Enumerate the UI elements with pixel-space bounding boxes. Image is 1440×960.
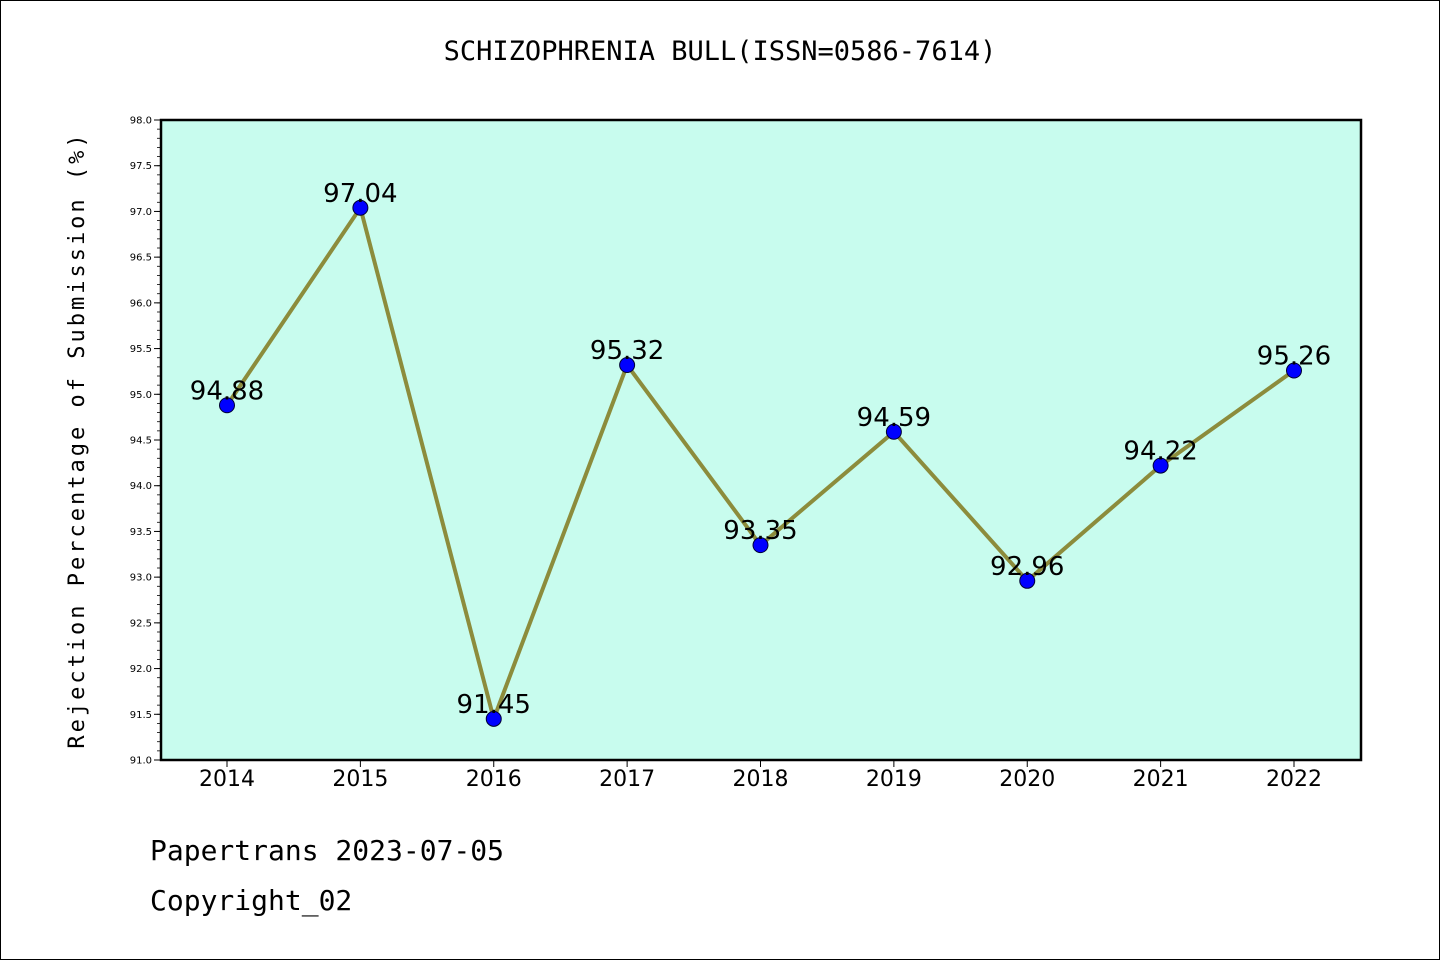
y-tick-label: 97.0 [130, 207, 152, 218]
data-point [1019, 572, 1036, 589]
plot-area [161, 120, 1361, 760]
plot-border [159, 118, 1363, 762]
footer-date: Papertrans 2023-07-05 [150, 834, 505, 867]
data-label: 91.45 [457, 690, 531, 720]
x-tick-label: 2020 [999, 767, 1055, 792]
y-tick-label: 96.5 [130, 253, 152, 264]
x-tick-label: 2019 [866, 767, 922, 792]
y-tick-label: 94.5 [130, 436, 152, 447]
data-point [352, 199, 369, 216]
data-point [1286, 362, 1302, 379]
data-point [1152, 457, 1169, 474]
y-tick-label: 95.5 [130, 344, 152, 355]
y-tick-label: 98.0 [130, 116, 152, 127]
x-tick-label: 2014 [199, 767, 255, 792]
data-label: 94.88 [190, 376, 264, 406]
data-label: 94.59 [857, 403, 931, 433]
y-tick-label: 97.5 [130, 161, 152, 172]
y-tick-label: 95.0 [130, 390, 152, 401]
y-tick-label: 94.0 [130, 481, 152, 492]
data-point [752, 537, 769, 554]
data-label: 97.04 [323, 179, 397, 209]
y-axis-label: Rejection Percentage of Submission (%) [65, 131, 90, 748]
y-tick-label: 96.0 [130, 298, 152, 309]
chart-title: SCHIZOPHRENIA BULL(ISSN=0586-7614) [443, 36, 997, 67]
x-tick-label: 2015 [332, 767, 388, 792]
data-point [619, 357, 636, 374]
data-label: 93.35 [723, 516, 797, 546]
x-tick-label: 2018 [733, 767, 789, 792]
y-tick-label: 93.5 [130, 527, 152, 538]
y-tick-label: 93.0 [130, 573, 152, 584]
data-label: 92.96 [990, 552, 1064, 582]
y-tick-label: 92.0 [130, 664, 152, 675]
y-tick-label: 92.5 [130, 618, 152, 629]
x-tick-label: 2021 [1133, 767, 1189, 792]
x-axis: 2014 2015 2016 2017 2018 2019 2020 2021 2022 [199, 760, 1322, 792]
x-tick-label: 2016 [466, 767, 522, 792]
data-point [885, 423, 902, 440]
y-axis: 91.0 91.5 92.0 92.5 93.0 93.5 94.0 94.5 95.0 95.5… [130, 116, 161, 767]
data-point [485, 710, 502, 727]
series-layer: 94.88 97.04 91.45 95.32 93.35 94.59 92.96 94.22… [190, 179, 1331, 727]
x-tick-label: 2022 [1266, 767, 1322, 792]
y-tick-label: 91.5 [130, 710, 152, 721]
data-point [219, 397, 235, 414]
x-tick-label: 2017 [599, 767, 655, 792]
footer-copyright: Copyright_02 [150, 884, 353, 917]
data-label: 95.32 [590, 336, 664, 366]
y-tick-label: 91.0 [130, 756, 152, 767]
data-label: 94.22 [1123, 437, 1197, 467]
data-label: 95.26 [1257, 342, 1331, 372]
